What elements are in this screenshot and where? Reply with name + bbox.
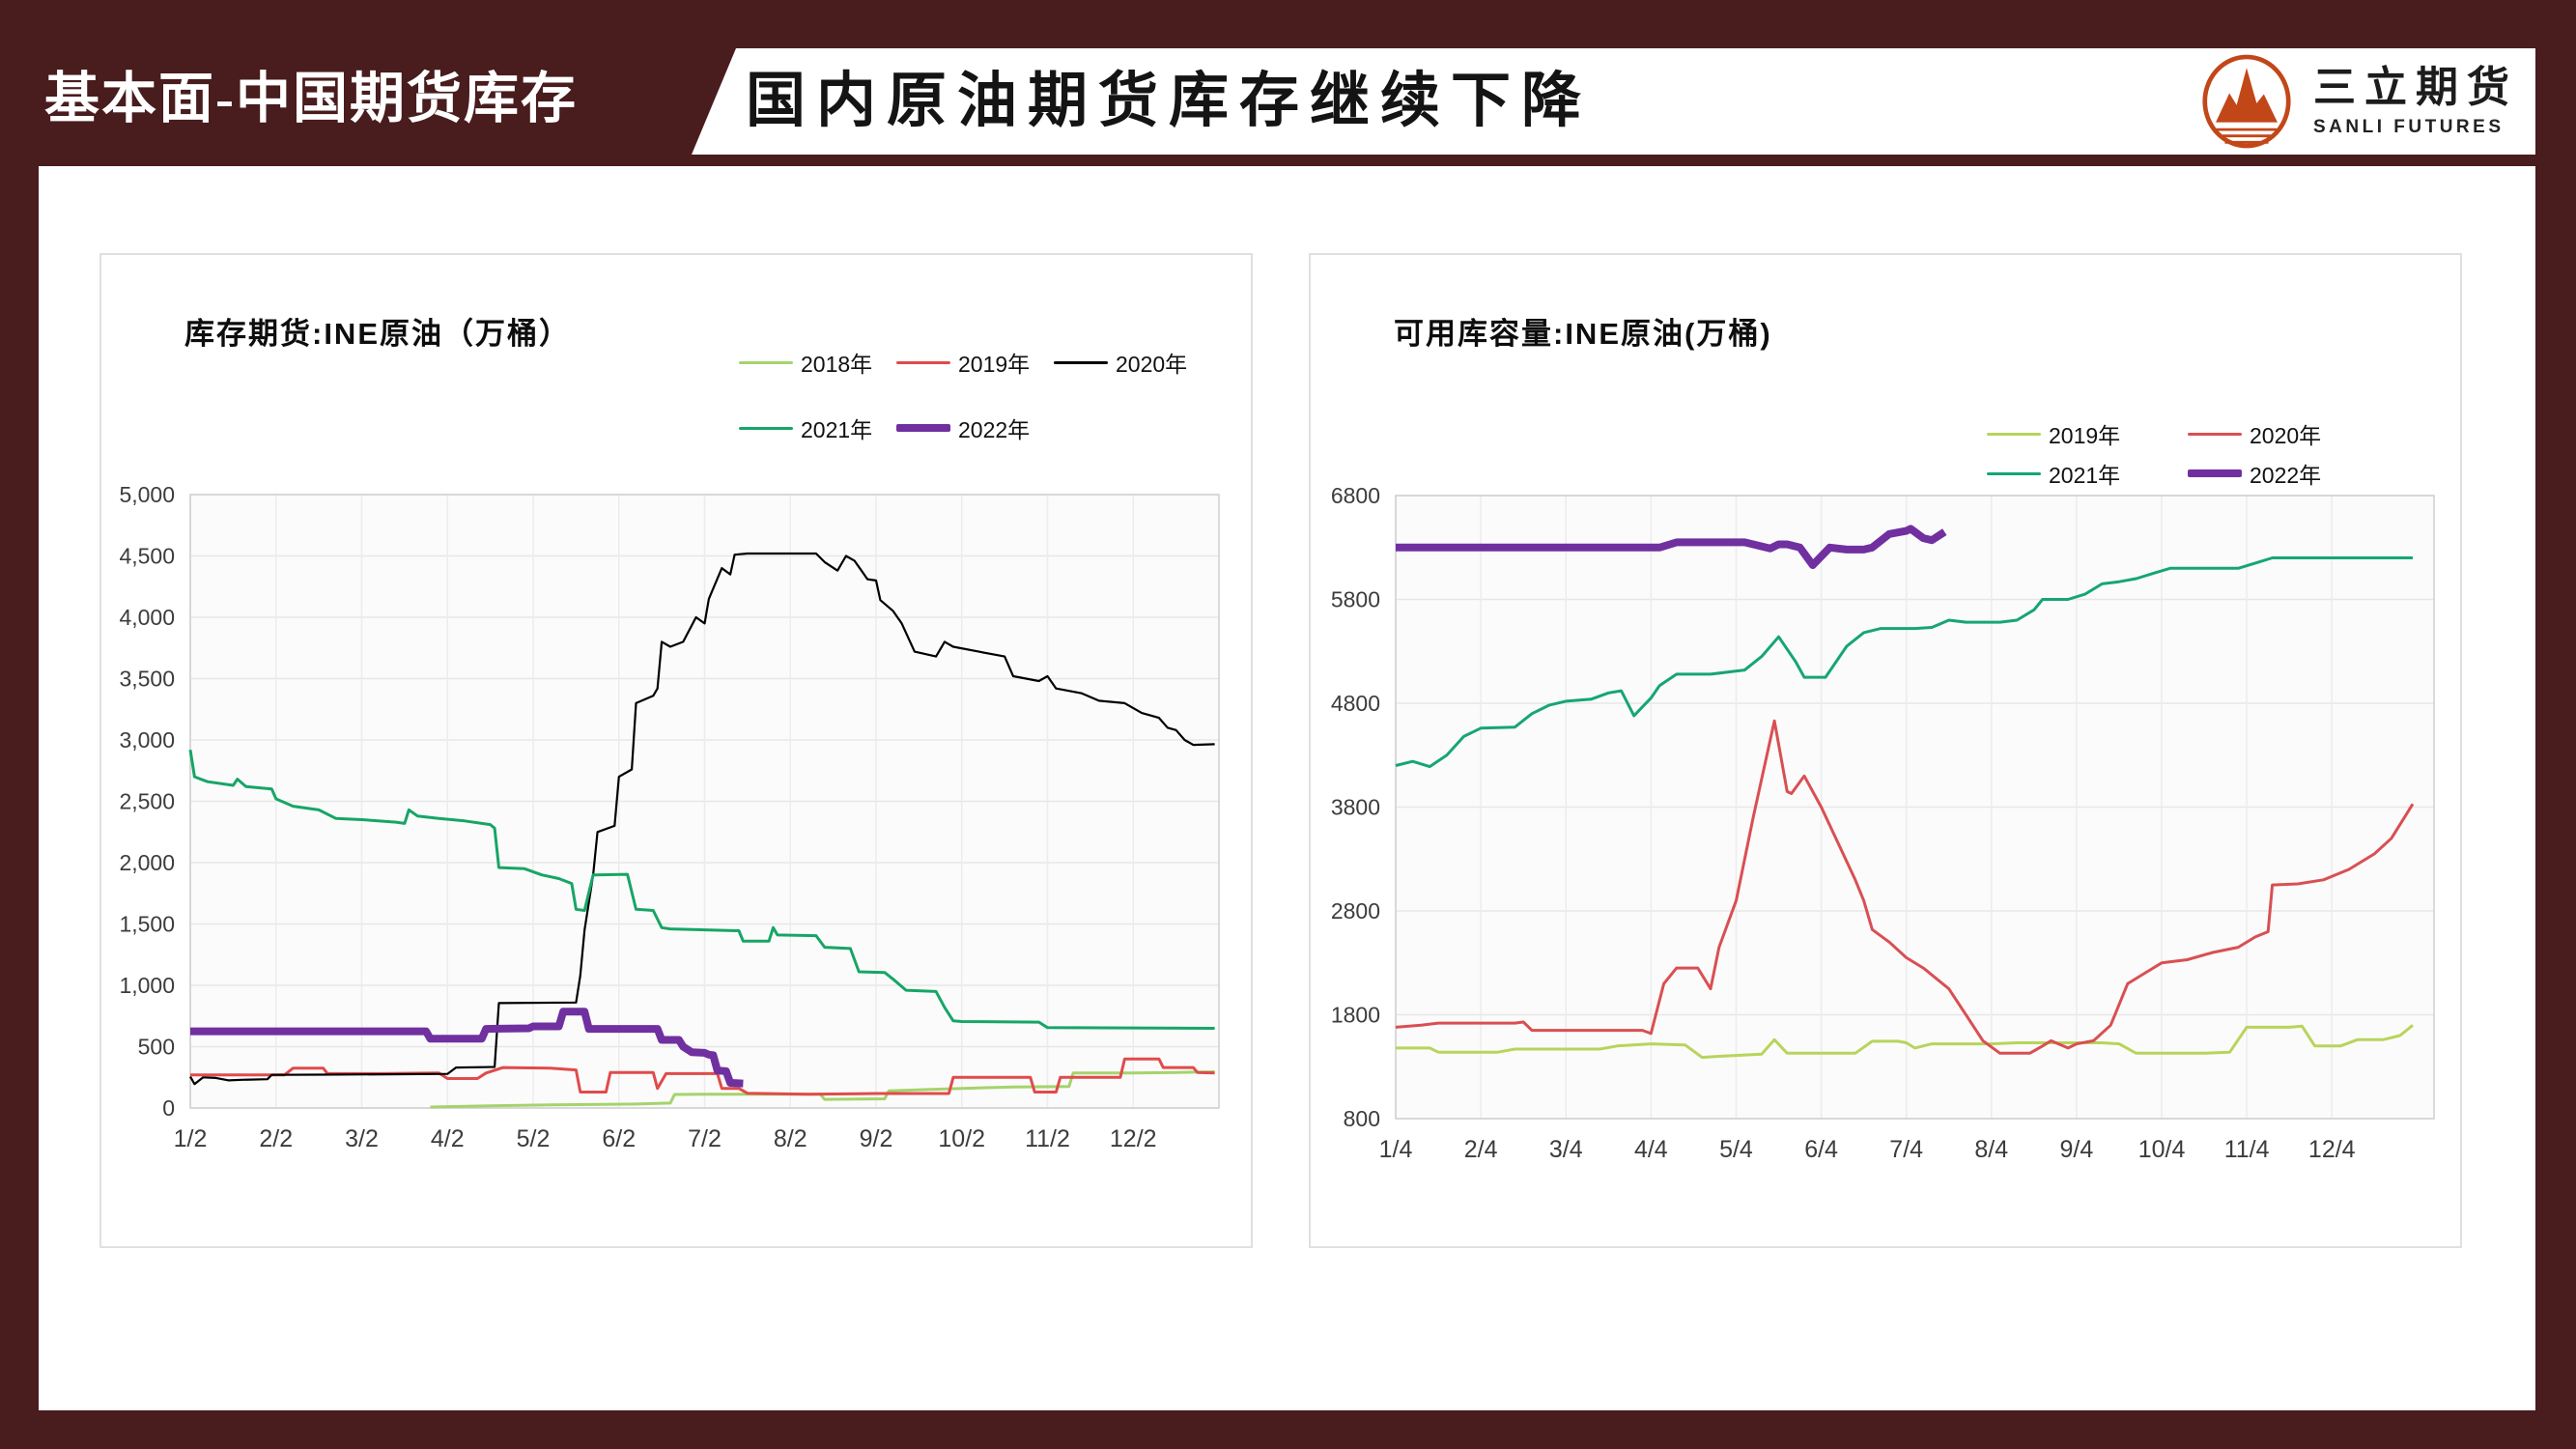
svg-text:7/2: 7/2	[688, 1125, 722, 1152]
logo-name-cn: 三立期货	[2313, 64, 2518, 111]
svg-text:1,000: 1,000	[119, 973, 175, 998]
legend-label: 2021年	[2049, 463, 2121, 488]
legend-label: 2021年	[801, 417, 873, 442]
svg-text:4,500: 4,500	[119, 544, 175, 569]
logo-text: 三立期货 SANLI FUTURES	[2313, 64, 2518, 137]
legend-label: 2018年	[801, 352, 873, 377]
svg-text:1/2: 1/2	[174, 1125, 208, 1152]
svg-text:4/2: 4/2	[431, 1125, 465, 1152]
legend-swatch	[2188, 432, 2242, 436]
svg-text:5800: 5800	[1331, 587, 1380, 612]
section-label: 基本面-中国期货库存	[44, 69, 578, 129]
chart-legend-capacity: 2019年 2020年 2021年 2022年	[1987, 417, 2389, 490]
legend-swatch	[739, 360, 793, 364]
frame-bottom	[0, 1410, 2576, 1449]
header-stripe: 国内原油期货库存继续下降 三立期货 SANLI FUTURES	[692, 48, 2535, 155]
legend-item: 2021年	[1987, 457, 2188, 490]
svg-text:9/2: 9/2	[860, 1125, 893, 1152]
svg-text:6800: 6800	[1331, 483, 1380, 508]
svg-text:8/2: 8/2	[774, 1125, 807, 1152]
svg-text:5/4: 5/4	[1719, 1136, 1753, 1163]
legend-swatch	[739, 426, 793, 430]
svg-text:0: 0	[162, 1095, 175, 1121]
svg-text:7/4: 7/4	[1889, 1136, 1923, 1163]
legend-swatch	[2188, 469, 2242, 477]
svg-text:5/2: 5/2	[517, 1125, 551, 1152]
svg-text:3/2: 3/2	[345, 1125, 379, 1152]
chart-title-inventory: 库存期货:INE原油（万桶）	[184, 317, 571, 351]
frame-left	[0, 0, 39, 1449]
legend-swatch	[896, 424, 950, 432]
legend-item: 2019年	[896, 346, 1054, 379]
svg-text:500: 500	[138, 1035, 175, 1060]
legend-label: 2022年	[958, 417, 1031, 442]
svg-text:800: 800	[1344, 1106, 1380, 1131]
legend-item: 2020年	[1054, 346, 1211, 379]
line-chart-storage-capacity: 800 1800 2800 3800 4800 5800 6800 1/4 2/4 3/4 4/4 5…	[1331, 483, 2435, 1163]
svg-text:2,500: 2,500	[119, 789, 175, 814]
legend-swatch	[1987, 432, 2041, 436]
svg-text:11/2: 11/2	[1025, 1125, 1070, 1152]
chart-legend-inventory: 2018年 2019年 2020年 2021年 2022年	[739, 346, 1211, 444]
svg-text:3,500: 3,500	[119, 667, 175, 692]
legend-item: 2020年	[2188, 417, 2389, 450]
svg-text:9/4: 9/4	[2060, 1136, 2094, 1163]
legend-label: 2020年	[1116, 352, 1188, 377]
svg-text:3,000: 3,000	[119, 727, 175, 753]
legend-label: 2019年	[958, 352, 1031, 377]
legend-label: 2020年	[2250, 423, 2322, 448]
svg-text:4/4: 4/4	[1634, 1136, 1668, 1163]
sanli-logo-icon	[2202, 54, 2291, 149]
svg-text:12/4: 12/4	[2308, 1136, 2356, 1163]
legend-swatch	[896, 360, 950, 364]
svg-text:2/2: 2/2	[259, 1125, 293, 1152]
svg-text:1800: 1800	[1331, 1003, 1380, 1028]
legend-swatch	[1987, 471, 2041, 475]
svg-text:2800: 2800	[1331, 898, 1380, 923]
svg-text:10/4: 10/4	[2138, 1136, 2186, 1163]
svg-text:3800: 3800	[1331, 795, 1380, 820]
svg-text:4800: 4800	[1331, 691, 1380, 716]
chart-panel-storage-capacity: 可用库容量:INE原油(万桶) 2019年 2020年 2021年 2022年 800…	[1309, 253, 2462, 1248]
legend-item: 2021年	[739, 412, 896, 444]
svg-text:5,000: 5,000	[119, 482, 175, 507]
line-chart-inventory-futures: 0 500 1,000 1,500 2,000 2,500 3,000 3,500 4,000 4…	[119, 482, 1220, 1152]
logo-mountains	[2216, 68, 2278, 123]
chart-panel-inventory-futures: 库存期货:INE原油（万桶） 2018年 2019年 2020年 2021年 2022年…	[99, 253, 1253, 1248]
legend-item: 2018年	[739, 346, 896, 379]
svg-text:8/4: 8/4	[1974, 1136, 2008, 1163]
svg-text:1/4: 1/4	[1379, 1136, 1413, 1163]
legend-item: 2022年	[2188, 457, 2389, 490]
svg-text:3/4: 3/4	[1549, 1136, 1583, 1163]
frame-right	[2535, 0, 2576, 1449]
legend-item: 2019年	[1987, 417, 2188, 450]
logo-name-en: SANLI FUTURES	[2313, 117, 2505, 137]
svg-text:6/4: 6/4	[1804, 1136, 1838, 1163]
svg-text:11/4: 11/4	[2224, 1136, 2270, 1163]
header-band: 国内原油期货库存继续下降 三立期货 SANLI FUTURES 基本面-中国期货…	[0, 0, 2576, 166]
chart-title-capacity: 可用库容量:INE原油(万桶)	[1394, 317, 1772, 351]
page-title: 国内原油期货库存继续下降	[746, 69, 1593, 134]
legend-swatch	[1054, 360, 1108, 364]
svg-text:6/2: 6/2	[602, 1125, 636, 1152]
company-logo: 三立期货 SANLI FUTURES	[2201, 53, 2518, 150]
svg-text:1,500: 1,500	[119, 912, 175, 937]
svg-text:4,000: 4,000	[119, 605, 175, 630]
legend-label: 2019年	[2049, 423, 2121, 448]
svg-text:10/2: 10/2	[938, 1125, 985, 1152]
svg-text:2/4: 2/4	[1464, 1136, 1498, 1163]
svg-text:12/2: 12/2	[1110, 1125, 1157, 1152]
legend-label: 2022年	[2250, 463, 2322, 488]
legend-item: 2022年	[896, 412, 1054, 444]
svg-text:2,000: 2,000	[119, 850, 175, 875]
